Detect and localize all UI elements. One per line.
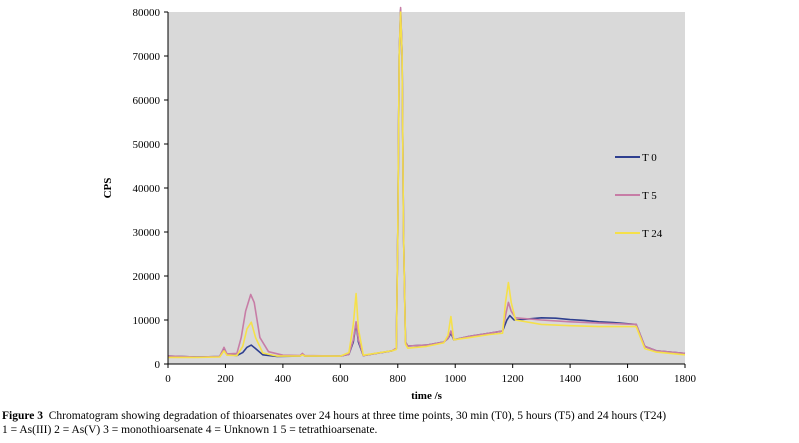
- x-tick-label: 1000: [444, 373, 467, 385]
- figure-label: Figure 3: [2, 410, 43, 422]
- y-tick-label: 80000: [133, 7, 161, 19]
- legend-label-1: T 0: [642, 152, 657, 164]
- y-tick-label: 50000: [133, 139, 161, 151]
- series-line-3: [168, 11, 686, 359]
- y-tick-label: 30000: [133, 227, 161, 239]
- y-tick-label: 0: [155, 359, 161, 371]
- x-tick-label: 1200: [502, 373, 525, 385]
- x-tick-label: 1600: [617, 373, 640, 385]
- y-tick-label: 40000: [133, 183, 161, 195]
- y-tick-label: 10000: [133, 315, 161, 327]
- caption-text-1: Chromatogram showing degradation of thio…: [48, 410, 667, 422]
- y-axis-title: CPS: [102, 178, 114, 199]
- x-tick-label: 1400: [559, 373, 582, 385]
- y-tick-label: 70000: [133, 51, 161, 63]
- caption-line-1: Figure 3 Chromatogram showing degradatio…: [2, 409, 798, 423]
- x-tick-label: 0: [165, 373, 171, 385]
- series-layer: [167, 6, 686, 359]
- x-tick-label: 200: [217, 373, 234, 385]
- y-tick-label: 60000: [133, 95, 161, 107]
- figure-caption: Figure 3 Chromatogram showing degradatio…: [2, 409, 798, 437]
- x-tick-label: 600: [332, 373, 349, 385]
- axes-layer: 0100002000030000400005000060000700008000…: [133, 7, 697, 385]
- x-tick-label: 1800: [674, 373, 697, 385]
- legend-label-2: T 5: [642, 190, 657, 202]
- x-axis-title: time /s: [411, 390, 443, 402]
- legend-label-3: T 24: [642, 228, 663, 240]
- chromatogram-chart: 0100002000030000400005000060000700008000…: [102, 6, 697, 402]
- y-tick-label: 20000: [133, 271, 161, 283]
- legend: T 0 T 5 T 24: [615, 152, 663, 240]
- x-tick-label: 400: [275, 373, 292, 385]
- caption-line-2: 1 = As(III) 2 = As(V) 3 = monothioarsena…: [2, 424, 378, 436]
- x-tick-label: 800: [390, 373, 407, 385]
